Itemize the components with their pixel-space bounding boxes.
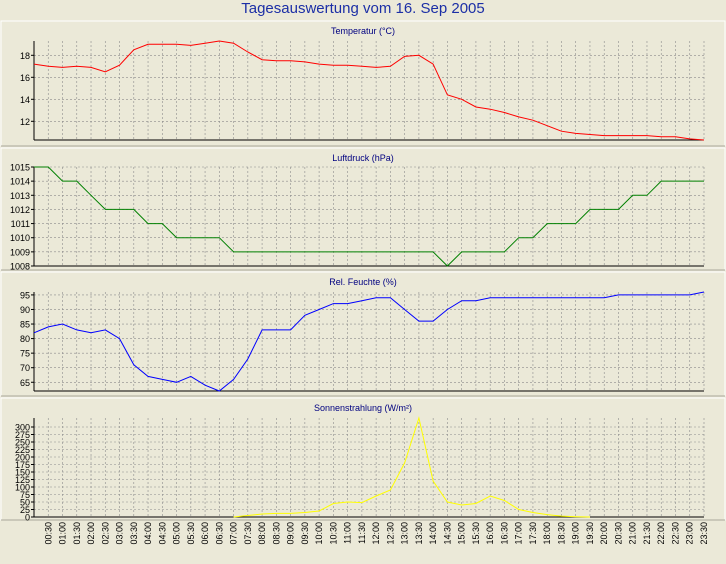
- y-tick-label: 75: [20, 490, 30, 500]
- y-tick-label: 1010: [10, 233, 30, 243]
- x-tick-label: 09:30: [300, 522, 310, 545]
- x-tick-label: 03:30: [129, 522, 139, 545]
- x-tick-label: 22:30: [671, 522, 681, 545]
- chart-panel-4: Sonnenstrahlung (W/m²) 025507510012515017…: [0, 397, 726, 523]
- x-tick-label: 17:00: [514, 522, 524, 545]
- y-tick-label: 50: [20, 498, 30, 508]
- chart-title: Temperatur (°C): [331, 26, 395, 36]
- x-tick-label: 11:30: [357, 522, 367, 544]
- y-tick-label: 16: [20, 73, 30, 83]
- x-tick-label: 04:00: [143, 522, 153, 545]
- x-tick-label: 18:00: [542, 522, 552, 545]
- x-tick-label: 19:30: [585, 522, 595, 545]
- x-tick-label: 02:00: [86, 522, 96, 545]
- x-tick-label: 05:30: [186, 522, 196, 545]
- y-tick-label: 90: [20, 305, 30, 315]
- chart-title: Sonnenstrahlung (W/m²): [314, 403, 412, 413]
- x-tick-label: 11:00: [343, 522, 353, 544]
- x-tick-label: 13:30: [414, 522, 424, 545]
- y-tick-label: 1014: [10, 177, 30, 187]
- page-title: Tagesauswertung vom 16. Sep 2005: [241, 0, 485, 17]
- y-tick-label: 300: [15, 423, 30, 433]
- x-tick-label: 09:00: [286, 522, 296, 545]
- x-tick-label: 06:00: [200, 522, 210, 545]
- x-tick-label: 07:00: [229, 522, 239, 545]
- chart-title: Luftdruck (hPa): [332, 153, 394, 163]
- chart-panel-2: Luftdruck (hPa) 1008 1009 1010 1011 1012 1013 1…: [0, 147, 726, 272]
- y-tick-label: 200: [15, 453, 30, 463]
- x-tick-label: 15:30: [471, 522, 481, 545]
- y-tick-label: 14: [20, 95, 30, 105]
- x-tick-label: 01:30: [72, 522, 82, 545]
- x-tick-label: 13:00: [400, 522, 410, 545]
- x-tick-label: 17:30: [528, 522, 538, 545]
- y-tick-label: 65: [20, 378, 30, 388]
- x-tick-label: 06:30: [214, 522, 224, 545]
- x-tick-label: 10:00: [314, 522, 324, 545]
- x-tick-label: 20:00: [599, 522, 609, 545]
- x-tick-label: 04:30: [157, 522, 167, 545]
- x-tick-label: 19:00: [571, 522, 581, 545]
- x-tick-label: 22:00: [656, 522, 666, 545]
- x-tick-label: 12:30: [385, 522, 395, 545]
- series-line: [33, 40, 705, 141]
- y-tick-label: 75: [20, 349, 30, 359]
- y-tick-label: 1009: [10, 247, 30, 257]
- x-tick-label: 23:30: [699, 522, 709, 545]
- x-tick-label: 00:30: [43, 522, 53, 545]
- y-tick-label: 70: [20, 363, 30, 373]
- y-tick-label: 1013: [10, 191, 30, 201]
- x-tick-label: 02:30: [100, 522, 110, 545]
- y-tick-label: 1011: [11, 219, 30, 229]
- chart-title: Rel. Feuchte (%): [329, 277, 397, 287]
- y-tick-label: 225: [15, 445, 30, 455]
- chart-panel-3: Rel. Feuchte (%) 65 70 75 80 85 90 95: [0, 271, 726, 397]
- x-tick-label: 10:30: [328, 522, 338, 545]
- x-tick-label: 08:00: [257, 522, 267, 545]
- y-tick-label: 150: [15, 468, 30, 478]
- y-tick-label: 250: [15, 438, 30, 448]
- series-line: [34, 166, 704, 267]
- y-tick-label: 80: [20, 334, 30, 344]
- series-line: [33, 291, 705, 392]
- chart-panel-1: Temperatur (°C) 12 14 16 18: [0, 20, 726, 147]
- y-tick-label: 0: [25, 513, 30, 523]
- x-tick-label: 23:00: [685, 522, 695, 545]
- x-tick-label: 05:00: [172, 522, 182, 545]
- x-tick-label: 03:00: [115, 522, 125, 545]
- panel-frame: [0, 271, 726, 397]
- x-tick-label: 08:30: [271, 522, 281, 545]
- x-tick-label: 14:30: [442, 522, 452, 545]
- x-tick-label: 15:00: [457, 522, 467, 545]
- y-tick-label: 95: [20, 290, 30, 300]
- panel-frame: [0, 20, 726, 147]
- y-tick-label: 275: [15, 430, 30, 440]
- x-tick-label: 14:00: [428, 522, 438, 545]
- series-line: [233, 416, 591, 518]
- y-tick-label: 85: [20, 320, 30, 330]
- x-tick-label: 16:30: [499, 522, 509, 545]
- x-tick-label: 12:00: [371, 522, 381, 545]
- y-tick-label: 1008: [10, 262, 30, 272]
- x-tick-label: 16:00: [485, 522, 495, 545]
- y-tick-label: 100: [15, 483, 30, 493]
- y-tick-label: 12: [20, 117, 30, 127]
- y-tick-label: 18: [20, 51, 30, 61]
- x-tick-label: 18:30: [556, 522, 566, 545]
- x-tick-label: 01:00: [58, 522, 68, 545]
- y-tick-label: 125: [15, 475, 30, 485]
- x-tick-label: 20:30: [614, 522, 624, 545]
- x-tick-label: 21:00: [628, 522, 638, 545]
- y-tick-label: 175: [15, 460, 30, 470]
- y-tick-label: 25: [20, 505, 30, 515]
- y-tick-label: 1015: [10, 163, 30, 173]
- x-tick-label: 07:30: [243, 522, 253, 545]
- y-tick-label: 1012: [10, 205, 30, 215]
- x-tick-label: 21:30: [642, 522, 652, 545]
